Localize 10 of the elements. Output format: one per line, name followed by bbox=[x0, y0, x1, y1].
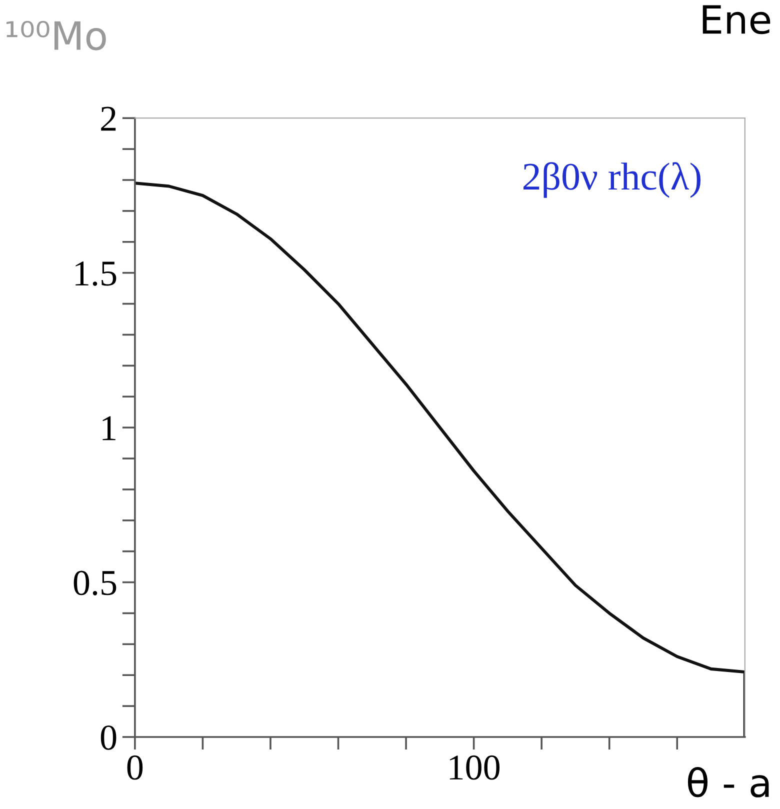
x-tick-label: 100 bbox=[450, 755, 500, 780]
y-axis-title: ¹⁰⁰Mo bbox=[6, 20, 106, 50]
text: Ene bbox=[702, 5, 770, 34]
annotation: 2β0ν rhc(λ) bbox=[524, 162, 700, 198]
y-tick-label: 2 bbox=[101, 106, 116, 131]
y-tick-label: 1 bbox=[102, 416, 116, 440]
text: θ - a bbox=[688, 767, 769, 798]
y-tick-label: 0.5 bbox=[74, 570, 116, 596]
y-tick-label: 1.5 bbox=[76, 262, 116, 286]
y-tick-label: 0 bbox=[100, 726, 116, 750]
